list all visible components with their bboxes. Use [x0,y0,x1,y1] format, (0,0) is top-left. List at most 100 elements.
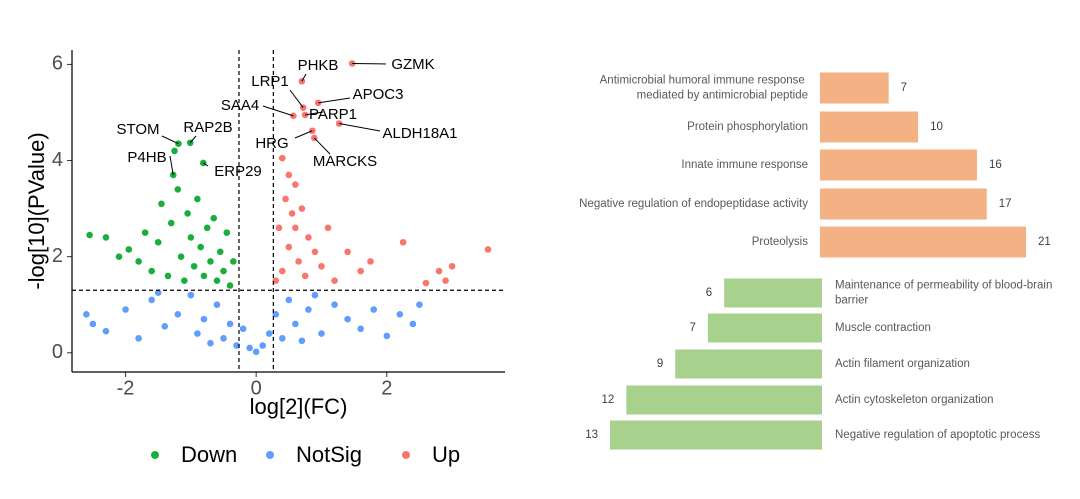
point [396,311,404,318]
label-leader [352,62,387,65]
point [200,315,208,323]
point [331,301,338,309]
point-label: ALDH18A1 [382,125,457,142]
point [187,234,195,241]
point [278,154,286,162]
point [223,229,231,236]
bar [820,149,977,181]
category-label: Antimicrobial humoral immune response me… [600,75,808,102]
point [122,306,129,313]
point [89,320,97,328]
point [135,335,142,342]
label-leader [318,97,351,104]
point-label: LRP1 [251,73,289,90]
point [301,272,309,280]
category-label: Maintenance of permeability of blood-bra… [835,280,1056,307]
point [207,258,214,265]
point [190,262,198,270]
point [285,243,293,251]
label-leader [262,105,294,117]
bar [820,226,1026,258]
label-leader [294,130,313,139]
bar [820,72,889,104]
point [125,246,133,253]
y-tick-label: 6 [52,53,63,75]
point [154,238,162,246]
point [194,330,201,337]
point [282,195,289,203]
bar [707,313,822,343]
point [285,171,293,179]
point [318,330,325,337]
point [298,337,306,345]
category-label: Negative regulation of apoptotic process [835,429,1040,441]
value-label: 9 [657,358,663,370]
point [292,181,299,188]
point [174,186,182,193]
category-label: Proteolysis [752,236,808,248]
point-label: GZMK [391,56,434,73]
point-label: PHKB [298,57,339,74]
point [194,195,201,203]
category-label: Actin cytoskeleton organization [835,394,994,406]
point [154,289,162,297]
point [174,311,182,318]
label-leader [189,135,197,144]
point [158,200,165,208]
point [115,253,123,260]
legend-swatch [151,451,159,459]
point [383,332,391,340]
point [210,214,218,222]
point-label: APOC3 [353,86,404,103]
legend-label: NotSig [296,442,362,467]
category-label: Muscle contraction [835,322,931,334]
point [305,306,312,313]
value-label: 7 [689,322,695,334]
bar [626,385,822,415]
y-axis-title: -log[10](PValue) [24,132,49,289]
value-label: 6 [706,287,712,299]
point [203,224,211,232]
legend-swatch [266,451,274,459]
point [220,335,227,342]
point [167,219,175,227]
point-label: HRG [255,135,288,152]
value-label: 16 [989,159,1002,171]
legend-label: Up [432,442,460,467]
label-leader [289,89,304,108]
point [239,325,247,333]
value-label: 21 [1038,236,1051,248]
point [288,210,296,217]
label-leader [305,111,324,116]
point [435,267,443,275]
point-label: STOM [116,121,159,138]
point [311,291,319,299]
point [226,320,234,328]
label-leader [313,137,331,155]
y-tick-label: 2 [52,245,63,267]
point [331,277,338,284]
x-tick-label: 0 [251,377,262,399]
legend-swatch [402,451,410,459]
point [448,262,456,270]
point [305,234,312,241]
value-label: 7 [901,82,907,94]
point [216,248,224,256]
value-label: 17 [999,198,1012,210]
point [197,243,204,251]
point [230,258,237,265]
point [275,224,283,232]
point [102,327,110,335]
bar [675,349,822,379]
label-leader [339,123,381,132]
point [200,272,208,280]
point [86,231,93,239]
point [422,279,430,287]
point [344,315,351,323]
point [442,277,449,284]
point [220,267,227,275]
point [148,296,155,304]
x-tick-label: 2 [381,377,392,399]
point [292,224,299,232]
